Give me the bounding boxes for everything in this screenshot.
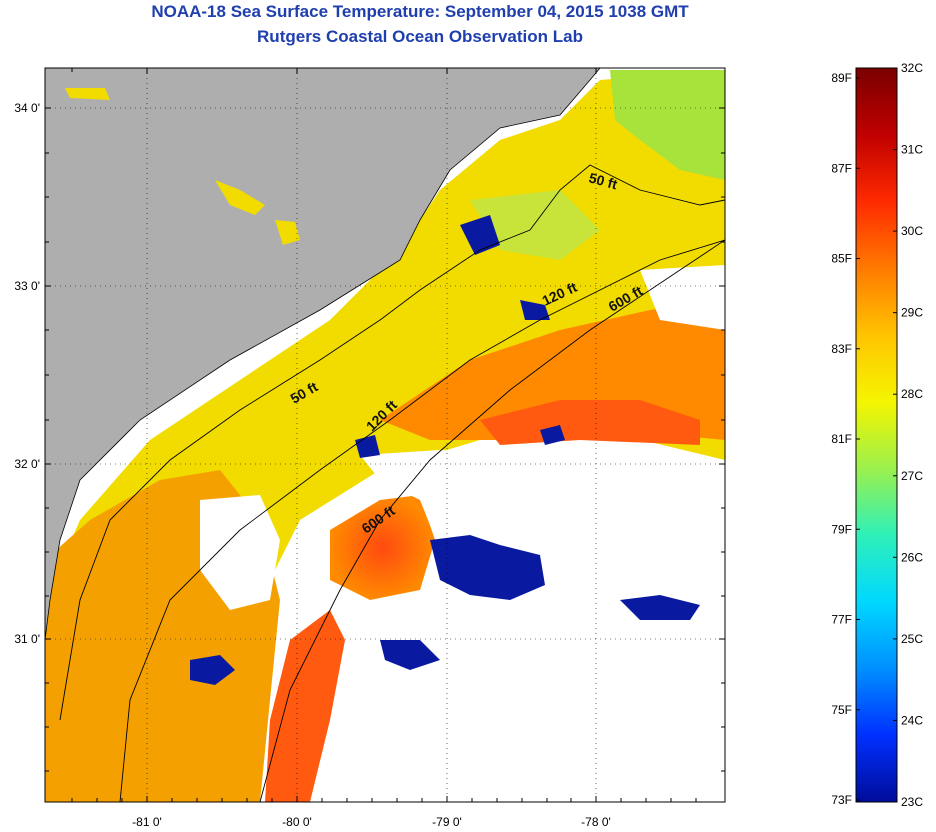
contour-600ft [259,239,725,802]
colorbar-fahrenheit-label: 83F [831,342,852,356]
colorbar-fahrenheit-label: 79F [831,522,852,536]
cold-patches [190,215,700,685]
lat-label-34: 34 0' [14,101,40,115]
colorbar-celsius-label: 28C [901,387,923,401]
colorbar-fahrenheit-label: 89F [831,71,852,85]
colorbar-fahrenheit-label: 73F [831,793,852,807]
graticule [45,68,725,802]
island [215,180,265,215]
cloud-mask [330,450,725,802]
colorbar-fahrenheit-label: 75F [831,703,852,717]
contour-label-50ft-north: 50 ft [587,169,619,192]
lat-label-31: 31 0' [14,632,40,646]
colorbar-celsius-label: 24C [901,713,923,727]
lat-label-32: 32 0' [14,457,40,471]
map-subtitle: Rutgers Coastal Ocean Observation Lab [257,27,583,46]
lon-label-79: -79 0' [432,815,462,829]
colorbar-celsius-label: 27C [901,469,923,483]
colorbar-scale [855,67,898,803]
colorbar-celsius-label: 32C [901,61,923,75]
colorbar-celsius-label: 29C [901,306,923,320]
lon-label-78: -78 0' [581,815,611,829]
colorbar-fahrenheit-label: 77F [831,613,852,627]
map-frame [44,67,726,803]
colorbar-celsius-label: 26C [901,550,923,564]
colorbar-fahrenheit-label: 87F [831,161,852,175]
axis-ticks [45,68,725,802]
colorbar-celsius-label: 30C [901,224,923,238]
colorbar-celsius-label: 23C [901,795,923,809]
contour-120ft [119,239,725,802]
coastline [45,68,601,641]
land [45,68,600,640]
colorbar-fahrenheit-label: 81F [831,432,852,446]
contour-50ft [59,164,725,721]
lat-label-33: 33 0' [14,279,40,293]
map-area [45,68,725,802]
lon-label-81: -81 0' [132,815,162,829]
sst-northeast-cool [610,70,725,180]
sst-warm-patch [330,495,435,600]
colorbar-celsius-label: 25C [901,632,923,646]
colorbar-fahrenheit-label: 85F [831,252,852,266]
lon-label-80: -80 0' [282,815,312,829]
map-title: NOAA-18 Sea Surface Temperature: Septemb… [151,2,689,21]
colorbar: 89F 87F 85F 83F 81F 79F 77F 75F 73F 32C 31C 30C 29C… [831,61,923,809]
colorbar-celsius-label: 31C [901,143,923,157]
